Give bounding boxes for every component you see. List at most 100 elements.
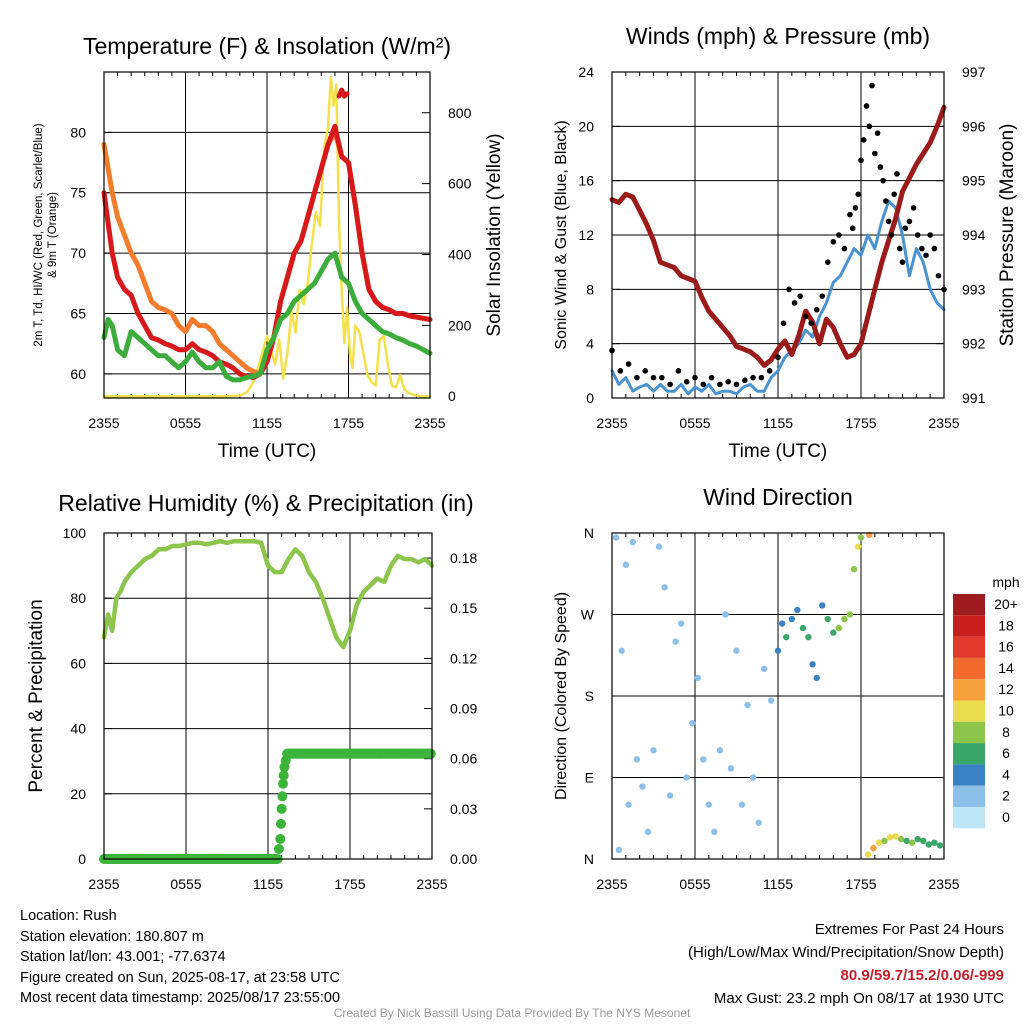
direction-point xyxy=(819,602,826,609)
created-text: Figure created on Sun, 2025-08-17, at 23… xyxy=(20,969,340,986)
temp-y2-tick-label: 0 xyxy=(448,388,456,404)
wind-x-tick-label: 2355 xyxy=(596,415,627,431)
rh-x-tick-label: 2355 xyxy=(416,876,447,892)
gust-point xyxy=(733,381,740,388)
wind-border xyxy=(611,71,945,399)
direction-point xyxy=(855,543,862,550)
precip-point xyxy=(277,791,288,802)
direction-point xyxy=(722,611,729,618)
direction-point xyxy=(864,851,872,858)
temp-x-tick-label: 2355 xyxy=(88,415,119,431)
rh-y-axis-label: Percent & Precipitation xyxy=(26,599,47,792)
legend-swatch xyxy=(953,700,985,722)
direction-point xyxy=(618,647,625,654)
direction-point xyxy=(727,765,735,772)
temp-y-tick-label: 75 xyxy=(70,185,86,201)
elevation-text: Station elevation: 180.807 m xyxy=(20,928,204,945)
gust-point xyxy=(725,378,731,385)
dir-x-tick-label: 2355 xyxy=(596,876,627,892)
precip-point xyxy=(275,833,286,844)
legend-title: mph xyxy=(992,574,1019,590)
wind-y2-tick-label: 991 xyxy=(962,390,986,406)
direction-point xyxy=(875,839,883,846)
rh-y2-tick-label: 0.12 xyxy=(450,650,477,666)
wind-x-axis-label: Time (UTC) xyxy=(729,441,828,462)
wind-y-tick-label: 24 xyxy=(578,64,594,80)
temp-series-line-3 xyxy=(336,87,350,99)
rh-series-line xyxy=(101,538,435,650)
gust-point xyxy=(766,368,773,374)
temp-x-tick-label: 1155 xyxy=(252,415,282,431)
temp-y2-tick-label: 200 xyxy=(448,317,472,333)
temp-y2-tick-label: 400 xyxy=(448,246,472,262)
gust-point xyxy=(863,103,870,109)
wind-y2-axis-label: Station Pressure (Maroon) xyxy=(997,124,1018,347)
dir-x-tick-label: 1755 xyxy=(845,876,876,892)
temp-y2-tick-label: 800 xyxy=(448,105,472,121)
gust-point xyxy=(742,377,748,384)
legend-swatch xyxy=(953,657,985,680)
dir-chart-title: Wind Direction xyxy=(703,484,853,510)
gust-point xyxy=(914,232,921,238)
rh-y2-tick-label: 0.06 xyxy=(450,751,477,767)
legend-label: 16 xyxy=(998,639,1014,655)
legend-swatch xyxy=(953,743,985,765)
dir-x-tick-label: 1155 xyxy=(763,876,793,892)
temp-y2-axis-label: Solar Insolation (Yellow) xyxy=(484,133,505,336)
temp-y-tick-label: 65 xyxy=(70,305,86,321)
gust-point xyxy=(852,205,859,211)
direction-point xyxy=(625,801,632,808)
direction-point xyxy=(774,647,782,654)
extremes-subtitle: (High/Low/Max Wind/Precipitation/Snow De… xyxy=(688,944,1004,961)
extremes-title: Extremes For Past 24 Hours xyxy=(814,921,1004,938)
direction-point xyxy=(870,844,877,852)
direction-point xyxy=(778,620,786,627)
legend-label: 12 xyxy=(998,681,1014,697)
legend-label: 0 xyxy=(1002,809,1010,825)
direction-point xyxy=(655,543,663,550)
direction-point xyxy=(908,839,916,846)
gust-point xyxy=(797,293,803,299)
temp-x-tick-label: 1755 xyxy=(333,415,364,431)
gust-point xyxy=(880,177,886,184)
gust-point xyxy=(910,205,917,211)
precip-point xyxy=(425,748,436,759)
gust-point xyxy=(896,245,903,252)
gust-point xyxy=(642,368,648,374)
direction-point xyxy=(661,584,668,591)
direction-point xyxy=(744,701,751,709)
rh-y2-tick-label: 0.18 xyxy=(450,550,477,566)
legend-swatch xyxy=(953,721,985,744)
direction-point xyxy=(716,747,724,754)
gust-point xyxy=(758,374,765,381)
direction-point xyxy=(683,774,690,781)
rh-border xyxy=(103,532,433,860)
legend-label: 2 xyxy=(1002,788,1010,804)
direction-point xyxy=(615,846,623,854)
gust-point xyxy=(919,245,925,252)
gust-point xyxy=(858,157,864,164)
direction-point xyxy=(850,566,858,573)
dir-y-axis-label: Direction (Colored By Speed) xyxy=(553,592,570,800)
wind-y-tick-label: 8 xyxy=(586,281,594,297)
legend-swatch xyxy=(953,764,985,786)
gust-point xyxy=(813,306,820,313)
precip-point xyxy=(275,818,286,829)
legend-label: 8 xyxy=(1002,724,1010,740)
temp-chart-title: Temperature (F) & Insolation (W/m²) xyxy=(83,33,451,59)
gust-point xyxy=(874,130,881,136)
gust-point xyxy=(819,293,826,299)
dir-border xyxy=(611,532,945,860)
direction-point xyxy=(689,719,696,727)
latlon-text: Station lat/lon: 43.001; -77.6374 xyxy=(20,949,226,965)
dir-y-tick-label: S xyxy=(585,688,594,704)
legend-label: 10 xyxy=(998,703,1014,719)
rh-y-tick-label: 20 xyxy=(70,786,86,802)
wind-y2-tick-label: 992 xyxy=(962,336,986,352)
wind-y-tick-label: 16 xyxy=(578,173,594,189)
wind-y-tick-label: 20 xyxy=(578,118,594,134)
direction-point xyxy=(897,835,905,843)
direction-point xyxy=(830,629,837,636)
direction-point xyxy=(633,756,641,763)
legend-swatch xyxy=(953,636,985,658)
